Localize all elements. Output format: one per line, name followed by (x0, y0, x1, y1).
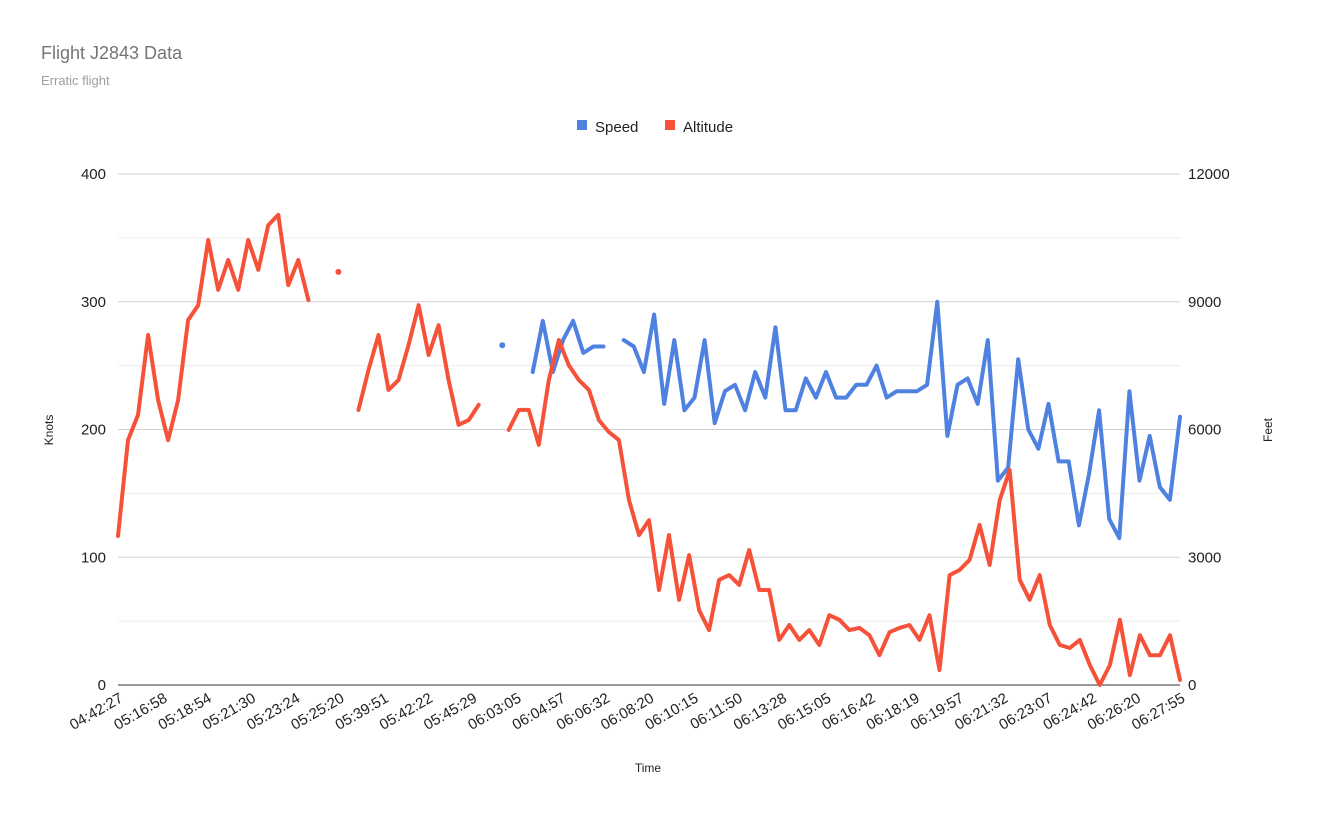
y-left-tick-label: 200 (81, 422, 106, 439)
altitude-line (506, 338, 1182, 687)
series-lines (116, 212, 1182, 687)
gridlines (118, 173, 1180, 686)
y-right-tick-label: 9000 (1188, 294, 1221, 311)
y-axis-left-label: Knots (42, 415, 56, 446)
y-left-tick-label: 0 (98, 677, 106, 694)
x-axis-label: Time (635, 761, 662, 775)
y-axis-right-label: Feet (1261, 417, 1275, 442)
y-left-tick-label: 100 (81, 549, 106, 566)
legend-altitude-label: Altitude (683, 119, 733, 136)
legend: Speed Altitude (577, 119, 733, 136)
y-right-tick-label: 3000 (1188, 549, 1221, 566)
altitude-line (116, 212, 311, 538)
y-right-tick-label: 12000 (1188, 166, 1230, 183)
speed-point (499, 342, 506, 349)
legend-speed-label: Speed (595, 119, 638, 136)
y-left-tick-label: 300 (81, 294, 106, 311)
speed-line (530, 318, 606, 374)
y-left-tick-label: 400 (81, 166, 106, 183)
altitude-point (335, 268, 342, 275)
altitude-line (356, 303, 481, 427)
chart-subtitle: Erratic flight (41, 73, 110, 88)
speed-line (621, 299, 1182, 541)
legend-altitude-swatch (665, 120, 675, 130)
chart-title: Flight J2843 Data (41, 43, 183, 63)
y-right-tick-label: 6000 (1188, 422, 1221, 439)
legend-speed-swatch (577, 120, 587, 130)
y-right-tick-label: 0 (1188, 677, 1196, 694)
